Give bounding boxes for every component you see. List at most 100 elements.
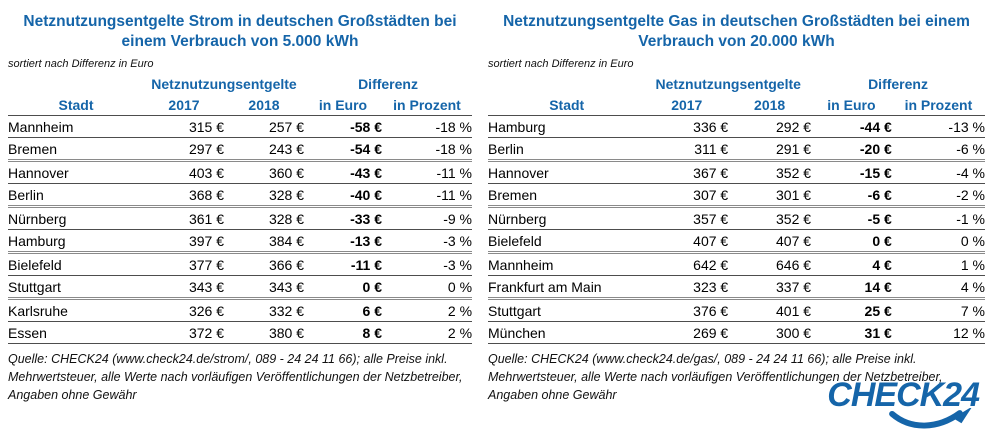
value-cell: 328 € (224, 183, 305, 208)
city-cell: Mannheim (8, 115, 144, 138)
city-cell: Hamburg (488, 115, 646, 138)
col-header-diff-euro: in Euro (304, 94, 383, 116)
city-cell: Stuttgart (8, 275, 144, 300)
group-header-fees: Netznutzungsentgelte (151, 75, 297, 92)
value-cell: 307 € (645, 183, 729, 208)
city-cell: Berlin (8, 183, 144, 208)
value-cell: -40 € (304, 183, 383, 208)
value-cell: 642 € (645, 252, 729, 276)
col-header-2017: 2017 (645, 94, 729, 116)
table-panel-gas: Netznutzungsentgelte Gas in deutschen Gr… (478, 0, 991, 404)
value-cell: 12 % (891, 321, 985, 344)
value-cell: -9 % (382, 206, 473, 230)
value-cell: 368 € (144, 183, 224, 208)
value-cell: -20 € (811, 137, 892, 162)
value-cell: 2 % (382, 321, 473, 344)
value-cell: 6 € (304, 298, 383, 322)
value-cell: -13 % (891, 115, 985, 138)
col-header-diff-percent: in Prozent (891, 94, 985, 116)
city-cell: Frankfurt am Main (488, 275, 646, 300)
value-cell: 352 € (728, 160, 812, 184)
table-row: Bremen 297 €243 € -54 € -18 % (8, 137, 473, 162)
city-cell: Bielefeld (488, 229, 646, 254)
city-cell: Bremen (488, 183, 646, 208)
table-row: Mannheim 315 €257 € -58 € -18 % (8, 115, 473, 138)
title-line-1: Netznutzungsentgelte Gas in deutschen Gr… (503, 13, 970, 30)
sort-note: sortiert nach Differenz in Euro (8, 58, 154, 70)
table-row: Essen 372 €380 €8 €2 % (8, 321, 473, 344)
table-row: Bielefeld 407 €407 €0 €0 % (488, 229, 985, 254)
table-panel-strom: Netznutzungsentgelte Strom in deutschen … (0, 0, 478, 404)
value-cell: 315 € (144, 115, 224, 138)
value-cell: 343 € (144, 275, 224, 300)
value-cell: 407 € (645, 229, 729, 254)
value-cell: 360 € (224, 160, 305, 184)
value-cell: -2 % (891, 183, 985, 208)
table-row: Stuttgart 343 €343 €0 €0 % (8, 275, 473, 300)
value-cell: 311 € (645, 137, 729, 162)
value-cell: 297 € (144, 137, 224, 162)
value-cell: -11 € (304, 252, 383, 276)
value-cell: 343 € (224, 275, 305, 300)
group-header-row: Netznutzungsentgelte Differenz (8, 73, 472, 94)
value-cell: 352 € (728, 206, 812, 230)
fees-table-gas: Netznutzungsentgelte Differenz Stadt 201… (488, 73, 985, 344)
value-cell: -6 % (891, 137, 985, 162)
city-cell: Bielefeld (8, 252, 144, 276)
value-cell: -44 € (811, 115, 892, 138)
col-header-city: Stadt (488, 94, 646, 116)
sort-note: sortiert nach Differenz in Euro (488, 58, 634, 70)
value-cell: 326 € (144, 298, 224, 322)
value-cell: 0 % (891, 229, 985, 254)
value-cell: 366 € (224, 252, 305, 276)
value-cell: -6 € (811, 183, 892, 208)
city-cell: Essen (8, 321, 144, 344)
city-cell: Hannover (8, 160, 144, 184)
value-cell: 328 € (224, 206, 305, 230)
value-cell: -18 % (382, 115, 473, 138)
group-header-diff: Differenz (868, 75, 928, 92)
panel-title-strom: Netznutzungsentgelte Strom in deutschen … (8, 12, 472, 52)
value-cell: -43 € (304, 160, 383, 184)
column-header-row: Stadt 2017 2018 in Euro in Prozent (488, 94, 985, 116)
title-line-2: einem Verbrauch von 5.000 kWh (121, 33, 359, 50)
check24-logo: CHECK24 (801, 378, 980, 429)
value-cell: 384 € (224, 229, 305, 254)
value-cell: 401 € (728, 298, 812, 322)
value-cell: 8 € (304, 321, 383, 344)
group-header-row: Netznutzungsentgelte Differenz (488, 73, 985, 94)
city-cell: Hamburg (8, 229, 144, 254)
value-cell: 25 € (811, 298, 892, 322)
value-cell: -3 % (382, 252, 473, 276)
table-row: Bielefeld 377 €366 € -11 € -3 % (8, 252, 473, 276)
table-row: Bremen 307 €301 € -6 € -2 % (488, 183, 985, 208)
table-row: Hamburg 336 €292 € -44 € -13 % (488, 115, 985, 138)
group-header-fees: Netznutzungsentgelte (655, 75, 801, 92)
value-cell: 407 € (728, 229, 812, 254)
value-cell: -15 € (811, 160, 892, 184)
value-cell: 367 € (645, 160, 729, 184)
value-cell: 0 € (304, 275, 383, 300)
value-cell: -5 € (811, 206, 892, 230)
city-cell: Bremen (8, 137, 144, 162)
table-row: Nürnberg 357 €352 € -5 € -1 % (488, 206, 985, 230)
value-cell: 291 € (728, 137, 812, 162)
table-row: Berlin 311 €291 € -20 € -6 % (488, 137, 985, 162)
value-cell: 243 € (224, 137, 305, 162)
value-cell: 1 % (891, 252, 985, 276)
value-cell: 357 € (645, 206, 729, 230)
value-cell: 301 € (728, 183, 812, 208)
value-cell: 397 € (144, 229, 224, 254)
value-cell: -33 € (304, 206, 383, 230)
table-row: Berlin 368 €328 € -40 € -11 % (8, 183, 473, 208)
col-header-diff-euro: in Euro (811, 94, 892, 116)
col-header-city: Stadt (8, 94, 144, 116)
city-cell: Stuttgart (488, 298, 646, 322)
city-cell: Berlin (488, 137, 646, 162)
group-header-diff: Differenz (358, 75, 418, 92)
value-cell: 257 € (224, 115, 305, 138)
value-cell: 361 € (144, 206, 224, 230)
table-row: Stuttgart 376 €401 €25 €7 % (488, 298, 985, 322)
column-header-row: Stadt 2017 2018 in Euro in Prozent (8, 94, 473, 116)
value-cell: 376 € (645, 298, 729, 322)
